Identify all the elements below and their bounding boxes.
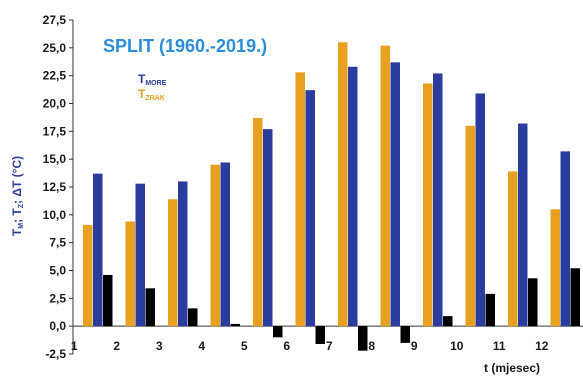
bar-t-more (305, 90, 315, 327)
bar-t-zrak (550, 209, 560, 327)
bar-t-zrak (380, 45, 390, 327)
bar-delta-t (443, 316, 453, 327)
y-tick-label: 5,0 (49, 264, 66, 278)
x-tick-label: 12 (535, 339, 549, 353)
tick-labels: 27,525,022,520,017,515,012,510,07,55,02,… (43, 13, 549, 361)
y-tick-label: 25,0 (43, 41, 67, 55)
legend: TMORE TZRAK (138, 72, 167, 102)
bar-delta-t (528, 278, 538, 327)
y-tick-label: -2,5 (45, 347, 66, 361)
bar-t-zrak (125, 221, 135, 327)
x-tick-label: 5 (241, 339, 248, 353)
bar-t-more (348, 66, 358, 327)
bar-t-zrak (83, 224, 93, 327)
bar-delta-t (485, 293, 495, 327)
bar-t-more (560, 151, 570, 327)
x-tick-label: 6 (283, 339, 290, 353)
bar-t-more (475, 93, 485, 327)
ylabel-t1: T (10, 228, 24, 236)
bar-delta-t (358, 326, 368, 351)
chart-title: SPLIT (1960.-2019.) (103, 36, 267, 56)
bar-t-more (390, 62, 400, 327)
y-tick-label: 15,0 (43, 152, 67, 166)
bar-t-more (518, 123, 528, 327)
bar-t-more (263, 129, 273, 327)
bars (83, 42, 580, 351)
bar-t-zrak (465, 125, 475, 327)
x-tick-label: 3 (156, 339, 163, 353)
ylabel-s2: Z (18, 203, 25, 208)
bar-t-zrak (210, 164, 220, 327)
x-tick-label: 10 (450, 339, 464, 353)
bar-t-zrak (423, 83, 433, 327)
bar-delta-t (570, 268, 580, 327)
x-tick-label: 7 (326, 339, 333, 353)
y-axis-label: TM; TZ; ΔT (°C) (10, 156, 25, 236)
x-tick-label: 2 (113, 339, 120, 353)
bar-delta-t (315, 326, 325, 344)
legend-more-sub: MORE (145, 80, 166, 87)
y-tick-label: 7,5 (49, 236, 66, 250)
bar-t-zrak (295, 72, 305, 327)
legend-zrak: TZRAK (138, 87, 165, 102)
x-tick-label: 4 (198, 339, 205, 353)
bar-t-more (220, 162, 230, 327)
y-tick-label: 27,5 (43, 13, 67, 27)
legend-zrak-sub: ZRAK (145, 95, 164, 102)
ylabel-s1: M (18, 223, 25, 229)
bar-t-zrak (508, 171, 518, 327)
legend-more: TMORE (138, 72, 167, 87)
bar-t-more (135, 183, 145, 327)
legend-zrak-main: T (138, 87, 146, 101)
y-tick-label: 10,0 (43, 208, 67, 222)
y-tick-label: 20,0 (43, 97, 67, 111)
axes (69, 19, 583, 355)
x-tick-label: 9 (411, 339, 418, 353)
y-tick-label: 17,5 (43, 124, 67, 138)
bar-t-more (433, 73, 443, 327)
legend-more-main: T (138, 72, 146, 86)
x-axis-label: t (mjesec) (484, 361, 540, 375)
bar-delta-t (273, 326, 283, 338)
bar-t-zrak (168, 199, 178, 327)
x-tick-label: 1 (71, 339, 78, 353)
bar-delta-t (145, 288, 155, 327)
bar-delta-t (400, 326, 410, 343)
bar-t-zrak (338, 42, 348, 327)
y-tick-label: 12,5 (43, 180, 67, 194)
bar-delta-t (188, 308, 198, 327)
y-tick-label: 0,0 (49, 319, 66, 333)
bar-t-more (178, 181, 188, 327)
y-tick-label: 2,5 (49, 291, 66, 305)
bar-delta-t (103, 274, 113, 327)
ylabel-rest: ; ΔT (°C) (10, 156, 24, 204)
bar-delta-t (230, 323, 240, 327)
x-tick-label: 11 (493, 339, 506, 353)
ylabel-sep1: ; T (10, 208, 24, 223)
bar-t-more (93, 173, 103, 327)
x-tick-label: 8 (368, 339, 375, 353)
bar-t-zrak (253, 117, 263, 327)
y-tick-label: 22,5 (43, 69, 67, 83)
